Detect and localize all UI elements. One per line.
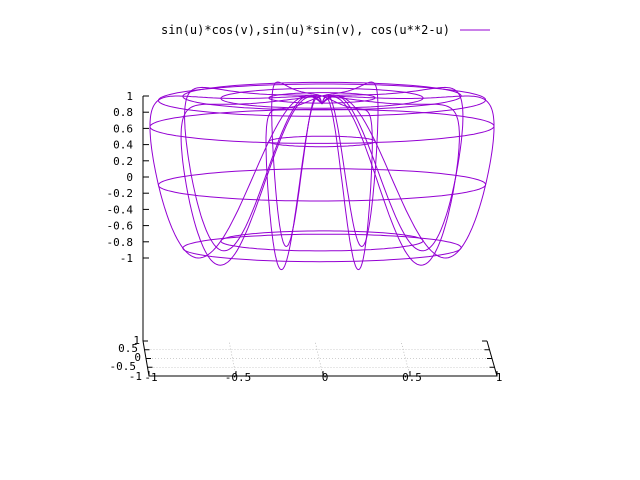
x-tick-label: 0 [322, 371, 329, 384]
x-tick-label: 0.5 [402, 371, 422, 384]
z-tick-label: -0.2 [107, 187, 134, 200]
y-tick-label: -0.5 [110, 360, 137, 373]
mesh-line-v [321, 86, 464, 252]
mesh-line-v [321, 81, 379, 248]
z-tick-label: 0.4 [113, 139, 133, 152]
base-border [142, 340, 498, 377]
base-grid [144, 340, 495, 377]
x-tick-labels: -1 -0.5 0 0.5 1 [144, 371, 502, 384]
mesh-line-v [321, 95, 460, 266]
z-tick-label: -0.8 [107, 236, 134, 249]
legend-entry-label: sin(u)*cos(v),sin(u)*sin(v), cos(u**2-u) [161, 23, 450, 37]
mesh-line-v [265, 95, 323, 271]
x-tick-label: 1 [496, 371, 503, 384]
z-tick-label: -0.4 [107, 203, 134, 216]
y-tick-label: 0 [134, 351, 141, 364]
z-tick-label: 0.8 [113, 106, 133, 119]
mesh-line-v [321, 95, 373, 271]
mesh-line-v [149, 95, 323, 259]
x-tick-label: -1 [144, 371, 157, 384]
z-tick-labels: 1 0.8 0.6 0.4 0.2 0 -0.2 -0.4 -0.6 -0.8 -1 [107, 90, 134, 265]
mesh-line-u [268, 135, 376, 148]
mesh-line-v [271, 81, 323, 248]
mesh-line-v [180, 95, 323, 266]
surface-mesh [149, 81, 495, 271]
z-tick-label: 0.6 [113, 122, 133, 135]
x-tick-label: -0.5 [225, 371, 252, 384]
z-tick-label: -0.6 [107, 220, 134, 233]
z-tick-label: 0.2 [113, 155, 133, 168]
mesh-line-u [157, 83, 487, 117]
legend: sin(u)*cos(v),sin(u)*sin(v), cos(u**2-u) [161, 23, 490, 37]
mesh-line-u [268, 92, 376, 104]
y-tick-label: 1 [133, 334, 140, 347]
z-tick-label: 0 [126, 171, 133, 184]
mesh-line-v [184, 86, 323, 252]
y-tick-labels: 10.50-0.5-1 [110, 334, 143, 383]
z-tick-label: 1 [126, 90, 133, 103]
y-tick-label: -1 [129, 370, 142, 383]
z-tick-label: -1 [120, 252, 133, 265]
y-tick-label: 0.5 [118, 342, 138, 355]
mesh-line-u [149, 108, 495, 144]
mesh-line-u [157, 168, 487, 202]
mesh-line-v [321, 95, 495, 259]
z-axis [142, 95, 149, 341]
